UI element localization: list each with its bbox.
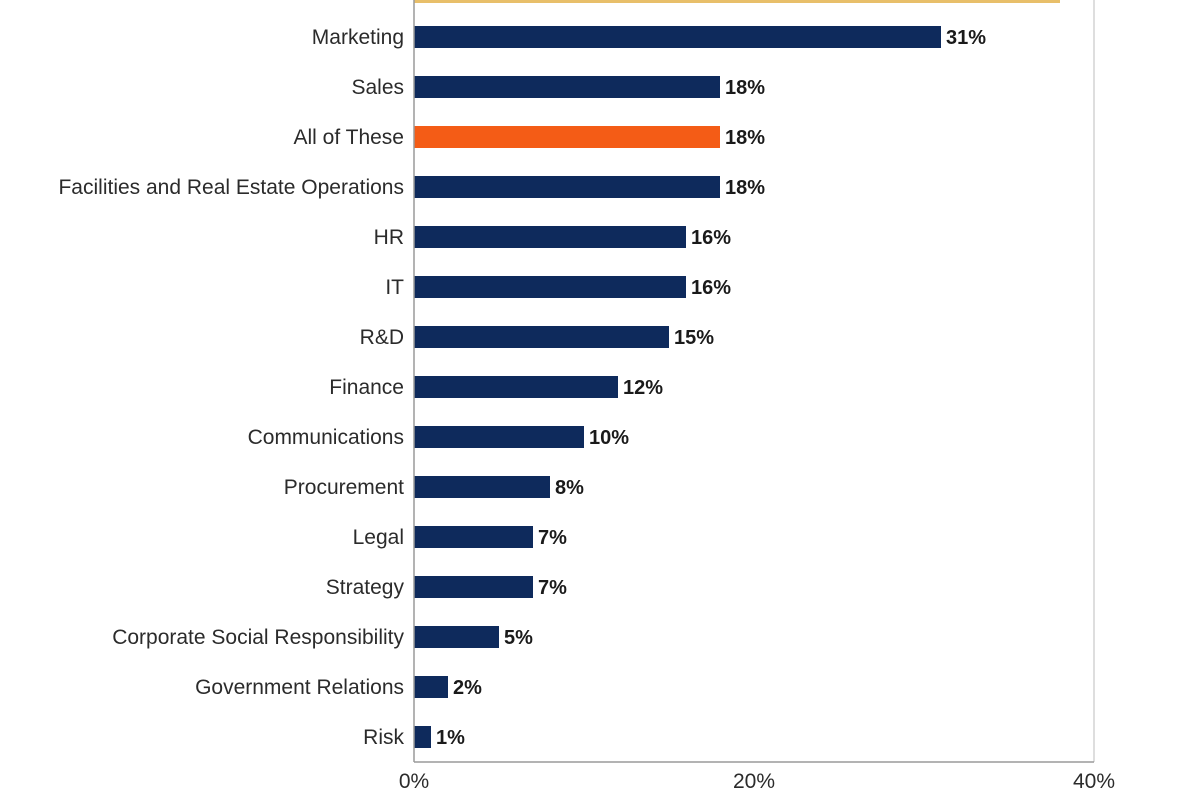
bar (414, 376, 618, 398)
x-tick-label: 20% (733, 770, 775, 793)
bar (414, 226, 686, 248)
value-label: 10% (589, 427, 629, 449)
bar (414, 276, 686, 298)
value-label: 16% (691, 227, 731, 249)
bar (414, 476, 550, 498)
value-label: 15% (674, 327, 714, 349)
bar (414, 726, 431, 748)
x-tick-label: 0% (399, 770, 429, 793)
category-label: Legal (353, 526, 404, 549)
category-label: R&D (360, 326, 404, 349)
bar (414, 76, 720, 98)
value-label: 12% (623, 377, 663, 399)
category-label: Marketing (312, 26, 404, 49)
category-label: Risk (363, 726, 404, 749)
value-label: 18% (725, 127, 765, 149)
category-label: HR (374, 226, 404, 249)
category-label: Strategy (326, 576, 405, 599)
value-label: 16% (691, 277, 731, 299)
bar (414, 126, 720, 148)
category-label: Communications (248, 426, 404, 449)
bar (414, 676, 448, 698)
bar (414, 576, 533, 598)
category-label: Government Relations (195, 676, 404, 699)
bar (414, 526, 533, 548)
category-label: Procurement (284, 476, 404, 499)
bar (414, 326, 669, 348)
value-label: 1% (436, 727, 465, 749)
bar (414, 626, 499, 648)
value-label: 7% (538, 527, 567, 549)
value-label: 7% (538, 577, 567, 599)
value-label: 2% (453, 677, 482, 699)
bar (414, 426, 584, 448)
x-tick-label: 40% (1073, 770, 1115, 793)
category-label: Finance (329, 376, 404, 399)
category-label: Corporate Social Responsibility (112, 626, 404, 649)
category-label: IT (385, 276, 404, 299)
value-label: 18% (725, 177, 765, 199)
bar (414, 26, 941, 48)
bar (414, 176, 720, 198)
value-label: 8% (555, 477, 584, 499)
partial-bar-top (414, 0, 1060, 3)
value-label: 5% (504, 627, 533, 649)
value-label: 31% (946, 27, 986, 49)
value-label: 18% (725, 77, 765, 99)
category-label: All of These (293, 126, 404, 149)
category-label: Facilities and Real Estate Operations (58, 176, 404, 199)
category-label: Sales (351, 76, 404, 99)
